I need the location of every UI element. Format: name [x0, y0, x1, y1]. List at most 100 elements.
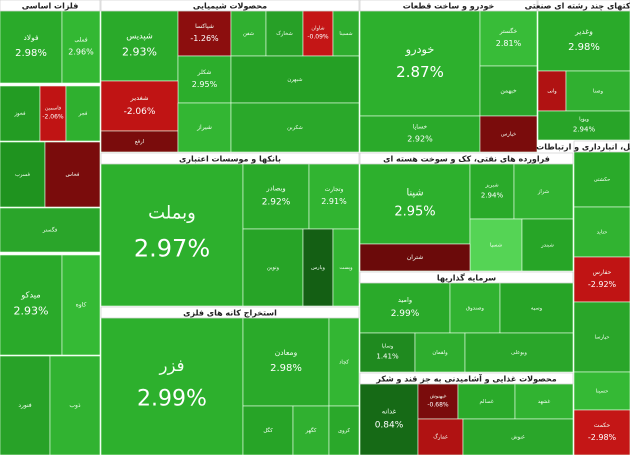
tile-name: فگستر: [42, 227, 58, 234]
tile: [242, 405, 294, 455]
tile-name: وپست: [339, 265, 353, 271]
tile-name: حپارسا: [595, 335, 610, 341]
tile-name: وبوعلی: [511, 350, 527, 356]
tile-name: غبهنوش: [430, 394, 447, 400]
tile-change: 2.87%: [396, 63, 444, 81]
tile: [0, 10, 63, 84]
tile-change: 2.81%: [496, 39, 522, 48]
tile-name: حفارس: [593, 269, 612, 276]
sector-header: [100, 306, 360, 319]
tile-name: فاسمین: [45, 106, 62, 112]
tile-name: وساپا: [382, 344, 394, 350]
tile: [573, 371, 630, 411]
tile: [242, 163, 310, 230]
tile-name: خپارس: [501, 132, 516, 138]
tile-name: وتجارت: [325, 186, 344, 193]
tile-name: شپاکسا: [195, 23, 214, 30]
tile-change: 2.94%: [481, 192, 504, 200]
sector-title: بانکها و موسسات اعتباری: [179, 155, 281, 164]
tile-name: وامید: [398, 296, 412, 304]
tile: [230, 102, 360, 153]
tile-change: 2.95%: [192, 80, 218, 89]
tile: [479, 115, 538, 153]
tile: [44, 141, 101, 208]
tile-name: خساپا: [413, 123, 428, 130]
tile-name: شپدیس: [126, 31, 153, 41]
tile: [479, 65, 538, 117]
sector-title: حمل و نقل، انبارداری و ارتباطات: [536, 143, 630, 152]
tile: [359, 115, 481, 153]
tile: [100, 317, 244, 455]
tile: [573, 151, 630, 208]
sector-title: سرمایه گذاریها: [437, 273, 496, 283]
tile: [302, 228, 334, 307]
tile-name: شبریز: [484, 183, 498, 189]
tile: [464, 332, 574, 373]
tile-name: شکربن: [287, 125, 303, 131]
tile-name: غمارگ: [433, 434, 448, 441]
tile-name: حتاید: [597, 230, 608, 236]
tile: [61, 10, 101, 84]
tile: [49, 355, 101, 455]
tile-name: وبملت: [148, 202, 196, 223]
tile-change: 0.84%: [375, 420, 404, 430]
sector-header: [359, 372, 574, 385]
tile-change: 2.99%: [391, 309, 420, 319]
tile-name: ولقمان: [432, 350, 448, 356]
tile-name: فخاس: [66, 172, 80, 178]
tile-name: شسینا: [339, 31, 352, 37]
tile-change: 2.92%: [262, 197, 291, 207]
tile-name: فخوز: [13, 111, 26, 117]
tile-name: وصنا: [593, 89, 604, 95]
sector-header: [100, 0, 360, 12]
tile-name: وصندوق: [466, 306, 484, 312]
tile-change: -1.26%: [190, 34, 219, 43]
sector-title: استخراج کانه های فلزی: [183, 309, 277, 318]
tile: [0, 207, 101, 253]
tile-name: شخارک: [276, 31, 293, 37]
tile-name: شراز: [537, 189, 549, 195]
tile: [292, 405, 330, 455]
tile-name: وپویا: [579, 117, 589, 123]
tile-name: شغدیر: [129, 94, 148, 102]
tile-name: حکشتی: [594, 177, 611, 183]
tile-name: کگل: [263, 427, 273, 434]
tile-name: کاوه: [76, 302, 87, 309]
tile-name: کچاد: [339, 360, 349, 366]
tile-name: واتی: [547, 89, 557, 95]
tile-name: شپنا: [406, 187, 423, 198]
tile-change: -2.06%: [124, 107, 156, 117]
tile: [479, 10, 538, 67]
tile-change: -2.06%: [42, 114, 64, 121]
tile: [573, 206, 630, 258]
tile: [332, 228, 360, 307]
tile-name: فنورد: [18, 402, 31, 409]
tile: [359, 10, 481, 117]
sector-header: [359, 0, 538, 12]
tile-name: شسپا: [490, 243, 502, 249]
tile: [537, 110, 630, 141]
tile: [514, 383, 574, 420]
tile-name: غنوش: [511, 435, 525, 441]
tile-name: فجر: [78, 111, 88, 117]
tile-change: 2.95%: [394, 204, 435, 219]
tile-name: ونوین: [267, 265, 280, 271]
tile-name: غشهد: [538, 399, 551, 405]
tile-name: وغدیر: [574, 27, 593, 36]
sector-header: [359, 152, 574, 165]
tile: [65, 85, 101, 142]
tile: [177, 55, 232, 104]
tile-change: -0.68%: [427, 402, 449, 409]
sector-header: [359, 271, 574, 284]
tile-change: 1.41%: [376, 353, 399, 361]
tile-name: حسینا: [596, 389, 609, 395]
tile-name: فزر: [159, 356, 185, 376]
sector-title: شرکتهای چند رشته ای صنعتی: [525, 2, 630, 11]
tile: [302, 10, 334, 57]
tile: [100, 80, 179, 132]
tile: [230, 10, 267, 57]
tile: [177, 10, 232, 57]
tile: [359, 163, 471, 245]
tile-change: 2.96%: [68, 47, 94, 56]
sector-header: [0, 0, 101, 12]
